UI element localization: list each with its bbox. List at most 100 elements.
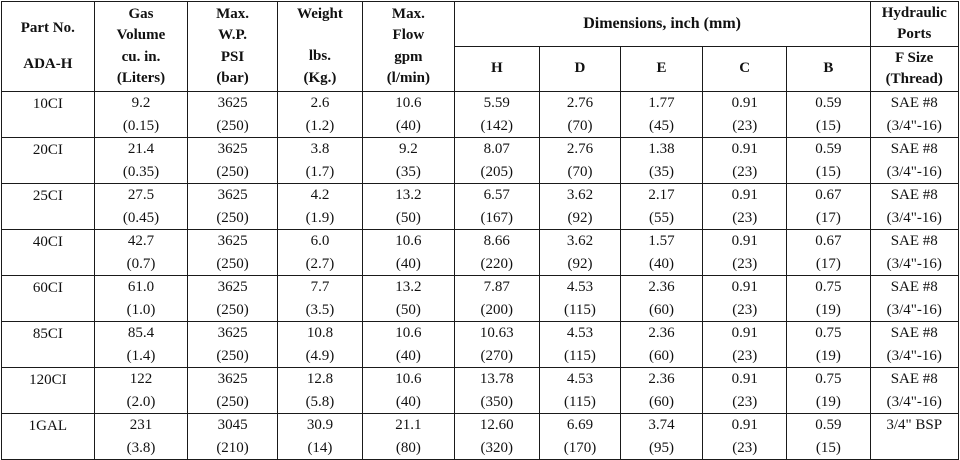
- dim-c-cell: 0.91 (23): [702, 275, 788, 322]
- header-flow-line4: (l/min): [386, 70, 431, 86]
- dim-e-value: 1.77: [648, 95, 675, 111]
- weight-cell: 2.6 (1.2): [276, 91, 364, 138]
- gas-volume-metric-value: (2.0): [126, 393, 156, 410]
- dim-c-value: 0.91: [731, 325, 758, 341]
- weight-metric-value: (1.7): [305, 163, 335, 180]
- max-flow-value: 10.6: [395, 371, 422, 387]
- dim-c-cell: 0.91 (23): [702, 321, 788, 368]
- dim-d-metric-value: (170): [563, 439, 597, 456]
- f-size-metric-value: [871, 437, 959, 459]
- dim-c-cell: 0.91 (23): [702, 413, 788, 460]
- dim-d-cell: 4.53 (115): [538, 321, 621, 368]
- weight-metric-value: (1.2): [305, 117, 335, 134]
- gas-volume-metric-value: (0.7): [126, 255, 156, 272]
- dim-b-value: 0.59: [815, 141, 842, 157]
- dim-b-metric-value: (17): [815, 209, 841, 226]
- dim-e-metric-value: (60): [649, 301, 675, 318]
- dim-e-cell: 2.36 (60): [619, 367, 704, 414]
- header-wp-line1: Max.: [216, 5, 250, 22]
- f-size-metric-value: (3/4"-16): [886, 117, 942, 134]
- dim-b-cell: 0.67 (17): [786, 183, 871, 230]
- weight-cell: 4.2 (1.9): [276, 183, 364, 230]
- dim-b-metric-value: (19): [815, 301, 841, 318]
- dim-b-cell: 0.59 (15): [786, 413, 871, 460]
- f-size-cell: SAE #8 (3/4"-16): [869, 91, 959, 138]
- dim-e-value: 1.57: [648, 233, 675, 249]
- table-body: 10CI 9.2 (0.15) 3625 (250) 2.6 (1.2) 10.6 (40) 5.…: [1, 91, 959, 460]
- max-wp-cell: 3625 (250): [187, 137, 278, 184]
- max-flow-cell: 13.2 (50): [362, 183, 455, 230]
- dim-e-value: 2.36: [648, 371, 675, 387]
- table-row: 40CI 42.7 (0.7) 3625 (250) 6.0 (2.7) 10.6 (40) 8.…: [1, 229, 959, 276]
- dim-b-cell: 0.67 (17): [786, 229, 871, 276]
- table-row: 60CI 61.0 (1.0) 3625 (250) 7.7 (3.5) 13.2 (50) 7.…: [1, 275, 959, 322]
- dim-h-cell: 8.66 (220): [453, 229, 540, 276]
- part-no-cell: 85CI: [1, 321, 95, 368]
- weight-metric-value: (3.5): [305, 301, 335, 318]
- header-part-no-line2: ADA-H: [23, 55, 73, 72]
- dim-b-value: 0.59: [815, 417, 842, 433]
- dim-e-cell: 2.17 (55): [619, 183, 704, 230]
- dim-e-cell: 3.74 (95): [619, 413, 704, 460]
- dim-c-value: 0.91: [731, 141, 758, 157]
- max-flow-value: 9.2: [398, 141, 418, 157]
- header-weight-line1: Weight: [297, 5, 343, 22]
- dim-c-cell: 0.91 (23): [702, 183, 788, 230]
- f-size-cell: SAE #8 (3/4"-16): [869, 137, 959, 184]
- f-size-value: 3/4" BSP: [886, 417, 943, 434]
- weight-metric-value: (14): [307, 439, 333, 456]
- max-flow-metric-value: (40): [395, 117, 421, 134]
- f-size-metric-value: (3/4"-16): [886, 163, 942, 180]
- dim-d-value: 6.69: [566, 417, 594, 433]
- gas-volume-cell: 27.5 (0.45): [93, 183, 189, 230]
- weight-value: 10.8: [306, 325, 334, 341]
- max-wp-value: 3625: [217, 325, 248, 341]
- dim-d-value: 4.53: [566, 325, 594, 341]
- weight-value: 2.6: [310, 95, 330, 111]
- max-wp-cell: 3625 (250): [187, 367, 278, 414]
- gas-volume-metric-value: (3.8): [126, 439, 156, 456]
- max-wp-value: 3625: [217, 233, 248, 249]
- f-size-cell: SAE #8 (3/4"-16): [869, 183, 959, 230]
- dim-h-cell: 13.78 (350): [453, 367, 540, 414]
- dim-d-metric-value: (70): [567, 117, 593, 134]
- gas-volume-metric-value: (0.15): [122, 117, 160, 134]
- weight-value: 3.8: [310, 141, 330, 157]
- header-dim-b: B: [786, 46, 871, 92]
- dim-d-cell: 3.62 (92): [538, 229, 621, 276]
- table-row: 120CI 122 (2.0) 3625 (250) 12.8 (5.8) 10.6 (40) 1…: [1, 367, 959, 414]
- dim-d-cell: 3.62 (92): [538, 183, 621, 230]
- dim-h-value: 8.07: [483, 141, 510, 157]
- gas-volume-metric-value: (1.4): [126, 347, 156, 364]
- dim-c-metric-value: (23): [732, 439, 758, 456]
- header-flow-line2: Flow: [392, 27, 425, 43]
- dim-h-metric-value: (167): [480, 209, 514, 226]
- part-no-cell: 10CI: [1, 91, 95, 138]
- gas-volume-cell: 85.4 (1.4): [93, 321, 189, 368]
- dim-b-cell: 0.75 (19): [786, 367, 871, 414]
- dim-h-value: 5.59: [483, 95, 510, 111]
- part-no-cell: 60CI: [1, 275, 95, 322]
- dim-c-value: 0.91: [731, 187, 758, 203]
- dim-h-metric-value: (350): [480, 393, 514, 410]
- dim-b-value: 0.67: [815, 187, 842, 203]
- max-flow-metric-value: (50): [395, 301, 421, 318]
- max-wp-cell: 3625 (250): [187, 275, 278, 322]
- dim-e-cell: 2.36 (60): [619, 321, 704, 368]
- weight-value: 4.2: [310, 187, 330, 203]
- dim-h-metric-value: (270): [480, 347, 514, 364]
- header-gas-line2: Volume: [116, 27, 166, 43]
- dim-d-value: 4.53: [566, 279, 594, 295]
- table-row: 20CI 21.4 (0.35) 3625 (250) 3.8 (1.7) 9.2 (35) 8.…: [1, 137, 959, 184]
- dim-b-metric-value: (17): [815, 255, 841, 272]
- header-wp-line2: W.P.: [218, 27, 248, 43]
- dim-d-value: 2.76: [566, 95, 594, 111]
- header-wp-line4: (bar): [216, 70, 249, 86]
- gas-volume-value: 231: [129, 417, 153, 433]
- dim-b-metric-value: (19): [815, 347, 841, 364]
- weight-value: 6.0: [310, 233, 330, 249]
- max-flow-value: 10.6: [395, 325, 422, 341]
- header-gas-volume: Gas Volume cu. in. (Liters): [93, 1, 189, 92]
- max-wp-metric-value: (250): [216, 301, 249, 318]
- max-wp-cell: 3625 (250): [187, 91, 278, 138]
